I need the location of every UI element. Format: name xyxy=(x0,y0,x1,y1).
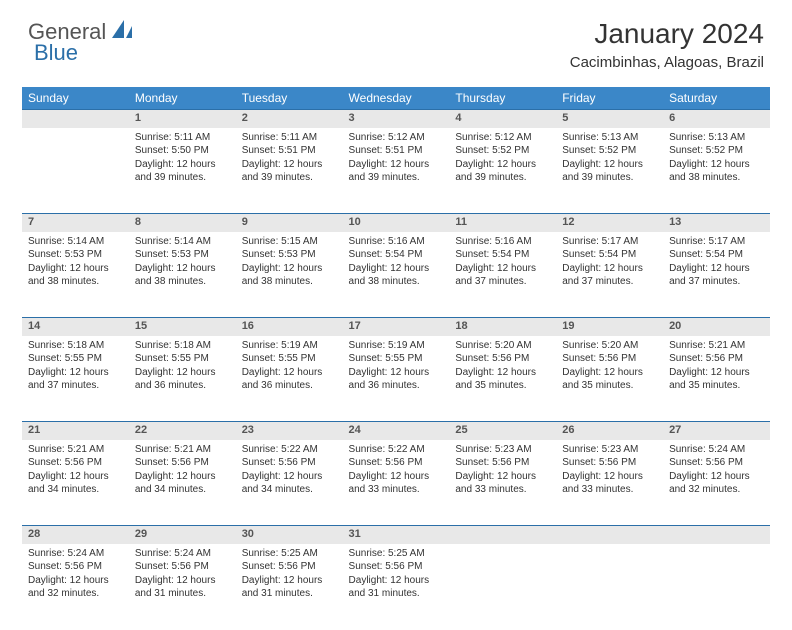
day-cell: Sunrise: 5:13 AMSunset: 5:52 PMDaylight:… xyxy=(663,128,770,214)
day-number: 28 xyxy=(22,526,129,544)
day-cell: Sunrise: 5:23 AMSunset: 5:56 PMDaylight:… xyxy=(449,440,556,526)
daynum-row: 28293031 xyxy=(22,526,770,544)
day-number: 13 xyxy=(663,214,770,232)
day-number: 6 xyxy=(663,110,770,128)
day-cell: Sunrise: 5:16 AMSunset: 5:54 PMDaylight:… xyxy=(449,232,556,318)
day-cell: Sunrise: 5:12 AMSunset: 5:51 PMDaylight:… xyxy=(343,128,450,214)
day-number: 22 xyxy=(129,422,236,440)
day-number: 18 xyxy=(449,318,556,336)
title-block: January 2024 Cacimbinhas, Alagoas, Brazi… xyxy=(570,18,764,71)
month-title: January 2024 xyxy=(570,18,764,50)
day-header: Wednesday xyxy=(343,87,450,110)
day-number: 16 xyxy=(236,318,343,336)
day-cell: Sunrise: 5:20 AMSunset: 5:56 PMDaylight:… xyxy=(556,336,663,422)
day-cell xyxy=(22,128,129,214)
day-number: 26 xyxy=(556,422,663,440)
day-cell: Sunrise: 5:12 AMSunset: 5:52 PMDaylight:… xyxy=(449,128,556,214)
day-number xyxy=(449,526,556,544)
day-number: 15 xyxy=(129,318,236,336)
day-cell: Sunrise: 5:13 AMSunset: 5:52 PMDaylight:… xyxy=(556,128,663,214)
logo-sail-icon xyxy=(110,18,136,45)
day-number: 1 xyxy=(129,110,236,128)
day-cell: Sunrise: 5:17 AMSunset: 5:54 PMDaylight:… xyxy=(556,232,663,318)
day-number: 31 xyxy=(343,526,450,544)
day-number: 17 xyxy=(343,318,450,336)
day-header: Tuesday xyxy=(236,87,343,110)
day-cell: Sunrise: 5:14 AMSunset: 5:53 PMDaylight:… xyxy=(129,232,236,318)
day-number: 8 xyxy=(129,214,236,232)
day-number: 21 xyxy=(22,422,129,440)
day-cell: Sunrise: 5:20 AMSunset: 5:56 PMDaylight:… xyxy=(449,336,556,422)
day-header: Monday xyxy=(129,87,236,110)
daynum-row: 123456 xyxy=(22,110,770,128)
day-number: 12 xyxy=(556,214,663,232)
content-row: Sunrise: 5:14 AMSunset: 5:53 PMDaylight:… xyxy=(22,232,770,318)
calendar-table: SundayMondayTuesdayWednesdayThursdayFrid… xyxy=(22,87,770,630)
day-header: Saturday xyxy=(663,87,770,110)
day-cell xyxy=(556,544,663,630)
day-number: 27 xyxy=(663,422,770,440)
content-row: Sunrise: 5:24 AMSunset: 5:56 PMDaylight:… xyxy=(22,544,770,630)
page-header: General January 2024 Cacimbinhas, Alagoa… xyxy=(0,0,792,79)
day-cell: Sunrise: 5:17 AMSunset: 5:54 PMDaylight:… xyxy=(663,232,770,318)
day-number: 25 xyxy=(449,422,556,440)
calendar-head: SundayMondayTuesdayWednesdayThursdayFrid… xyxy=(22,87,770,110)
day-header: Sunday xyxy=(22,87,129,110)
day-number: 10 xyxy=(343,214,450,232)
logo-blue-wrap: Blue xyxy=(34,40,78,66)
day-cell: Sunrise: 5:23 AMSunset: 5:56 PMDaylight:… xyxy=(556,440,663,526)
location-text: Cacimbinhas, Alagoas, Brazil xyxy=(570,54,764,71)
day-number: 29 xyxy=(129,526,236,544)
day-number xyxy=(22,110,129,128)
daynum-row: 21222324252627 xyxy=(22,422,770,440)
daynum-row: 78910111213 xyxy=(22,214,770,232)
day-number: 19 xyxy=(556,318,663,336)
day-cell: Sunrise: 5:21 AMSunset: 5:56 PMDaylight:… xyxy=(22,440,129,526)
day-cell: Sunrise: 5:19 AMSunset: 5:55 PMDaylight:… xyxy=(343,336,450,422)
day-number: 2 xyxy=(236,110,343,128)
day-cell xyxy=(663,544,770,630)
day-cell: Sunrise: 5:24 AMSunset: 5:56 PMDaylight:… xyxy=(22,544,129,630)
day-number: 24 xyxy=(343,422,450,440)
day-number: 3 xyxy=(343,110,450,128)
day-cell: Sunrise: 5:24 AMSunset: 5:56 PMDaylight:… xyxy=(663,440,770,526)
day-number: 9 xyxy=(236,214,343,232)
day-cell: Sunrise: 5:11 AMSunset: 5:51 PMDaylight:… xyxy=(236,128,343,214)
content-row: Sunrise: 5:21 AMSunset: 5:56 PMDaylight:… xyxy=(22,440,770,526)
daynum-row: 14151617181920 xyxy=(22,318,770,336)
day-number: 23 xyxy=(236,422,343,440)
day-cell: Sunrise: 5:14 AMSunset: 5:53 PMDaylight:… xyxy=(22,232,129,318)
day-cell: Sunrise: 5:21 AMSunset: 5:56 PMDaylight:… xyxy=(663,336,770,422)
day-cell: Sunrise: 5:18 AMSunset: 5:55 PMDaylight:… xyxy=(22,336,129,422)
day-header: Friday xyxy=(556,87,663,110)
day-cell: Sunrise: 5:21 AMSunset: 5:56 PMDaylight:… xyxy=(129,440,236,526)
day-cell: Sunrise: 5:22 AMSunset: 5:56 PMDaylight:… xyxy=(236,440,343,526)
day-number xyxy=(556,526,663,544)
day-cell xyxy=(449,544,556,630)
day-cell: Sunrise: 5:18 AMSunset: 5:55 PMDaylight:… xyxy=(129,336,236,422)
logo-text-blue: Blue xyxy=(34,40,78,66)
day-cell: Sunrise: 5:25 AMSunset: 5:56 PMDaylight:… xyxy=(343,544,450,630)
day-number: 14 xyxy=(22,318,129,336)
day-cell: Sunrise: 5:15 AMSunset: 5:53 PMDaylight:… xyxy=(236,232,343,318)
day-cell: Sunrise: 5:22 AMSunset: 5:56 PMDaylight:… xyxy=(343,440,450,526)
day-header: Thursday xyxy=(449,87,556,110)
calendar-body: 123456Sunrise: 5:11 AMSunset: 5:50 PMDay… xyxy=(22,110,770,630)
day-cell: Sunrise: 5:25 AMSunset: 5:56 PMDaylight:… xyxy=(236,544,343,630)
day-number: 5 xyxy=(556,110,663,128)
day-number: 20 xyxy=(663,318,770,336)
day-cell: Sunrise: 5:16 AMSunset: 5:54 PMDaylight:… xyxy=(343,232,450,318)
content-row: Sunrise: 5:18 AMSunset: 5:55 PMDaylight:… xyxy=(22,336,770,422)
day-number: 30 xyxy=(236,526,343,544)
day-number: 11 xyxy=(449,214,556,232)
day-cell: Sunrise: 5:11 AMSunset: 5:50 PMDaylight:… xyxy=(129,128,236,214)
content-row: Sunrise: 5:11 AMSunset: 5:50 PMDaylight:… xyxy=(22,128,770,214)
day-number xyxy=(663,526,770,544)
day-number: 7 xyxy=(22,214,129,232)
day-cell: Sunrise: 5:19 AMSunset: 5:55 PMDaylight:… xyxy=(236,336,343,422)
day-number: 4 xyxy=(449,110,556,128)
day-cell: Sunrise: 5:24 AMSunset: 5:56 PMDaylight:… xyxy=(129,544,236,630)
